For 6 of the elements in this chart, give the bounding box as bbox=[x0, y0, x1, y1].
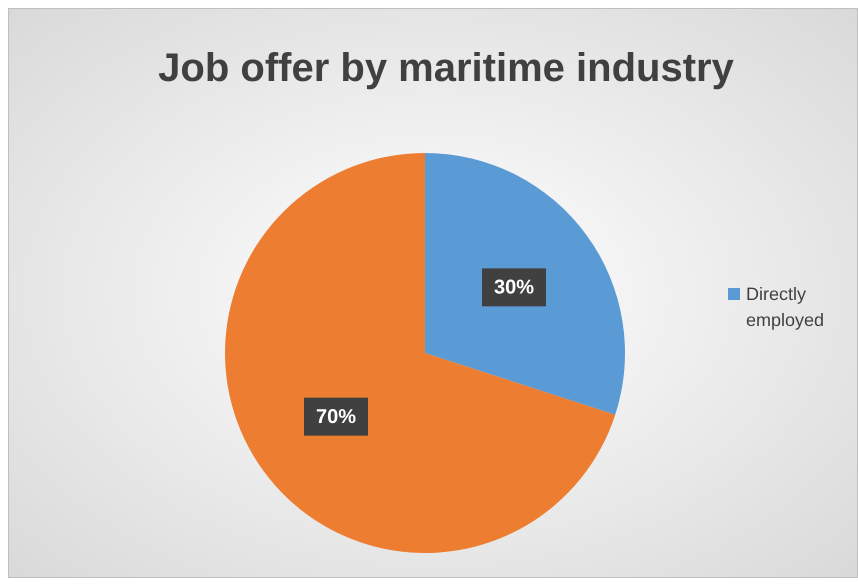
pie-slice bbox=[425, 153, 625, 415]
legend-label: Directly employed bbox=[746, 284, 824, 330]
chart-title: Job offer by maritime industry bbox=[158, 46, 735, 90]
pie-slice bbox=[225, 153, 616, 553]
data-label: 30% bbox=[494, 276, 534, 299]
data-label: 70% bbox=[316, 406, 356, 428]
